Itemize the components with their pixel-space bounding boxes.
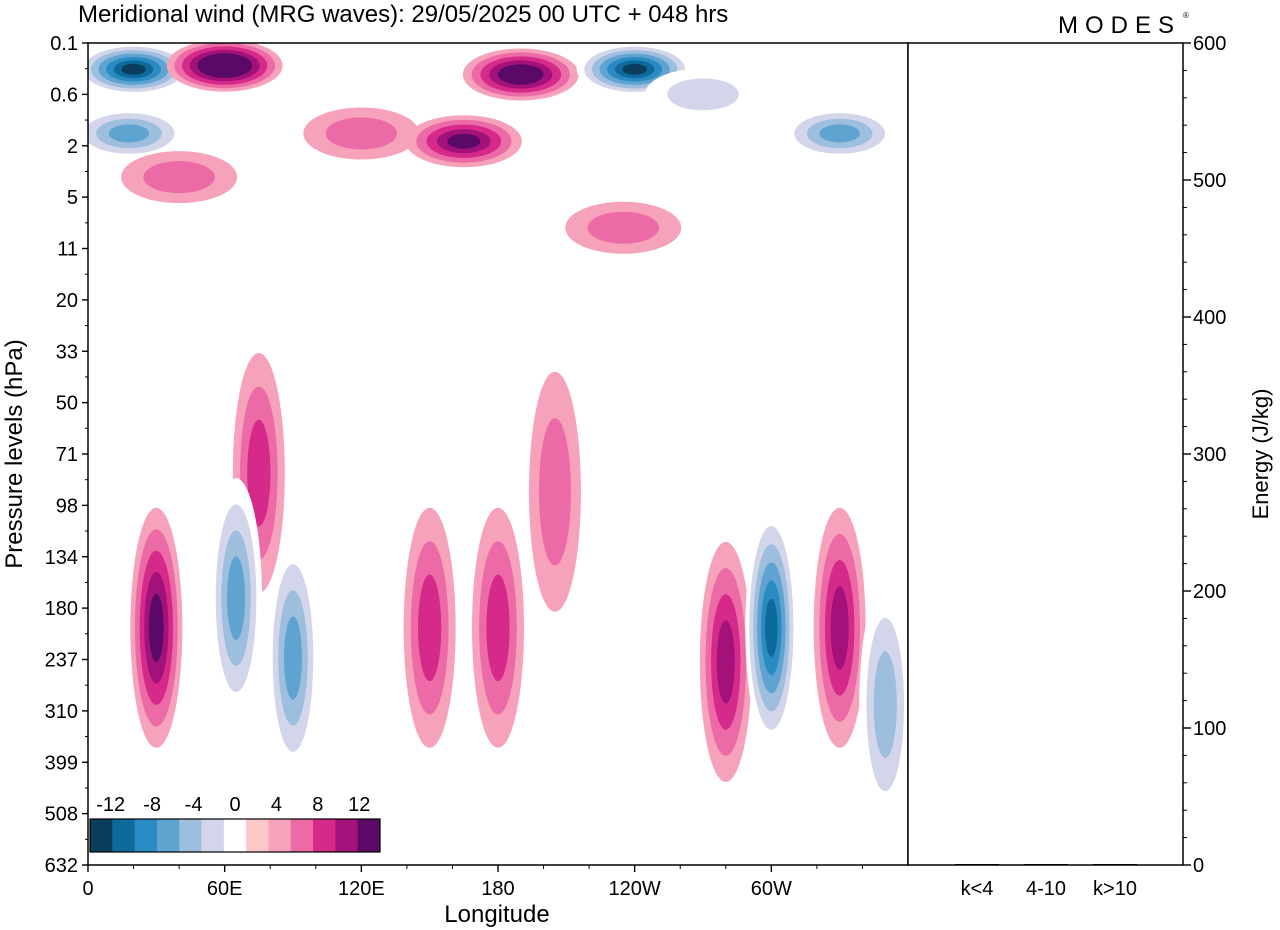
wind-anomaly-blob [121, 151, 238, 204]
y-tick-label: 180 [45, 598, 78, 620]
logo-registered-mark: ® [1183, 11, 1189, 20]
y-tick-label: 399 [45, 752, 78, 774]
modes-logo: MODES [1058, 12, 1181, 39]
wind-anomaly-blob [166, 43, 283, 92]
y-tick-label: 33 [56, 341, 78, 363]
energy-panel-frame [907, 42, 1184, 866]
energy-tick-label: 500 [1193, 170, 1226, 192]
x-tick-label: 120E [338, 878, 385, 900]
wavenumber-axis: k<4 4-10 k>10 [961, 878, 1137, 900]
pressure-axis: 0.1 0.6 2 5 11 20 33 50 71 98 134 180 237 310 399 508 63… [45, 33, 88, 877]
energy-bar [1024, 864, 1068, 865]
energy-tick-label: 400 [1193, 307, 1226, 329]
colorbar-tick-label: -8 [143, 794, 161, 816]
colorbar-swatch [246, 819, 269, 852]
wind-anomaly-blob [88, 107, 187, 160]
wind-anomaly-blob [859, 584, 908, 825]
y-tick-label: 632 [45, 855, 78, 877]
colorbar-swatch [90, 819, 113, 852]
x-tick-label: 120W [609, 878, 661, 900]
wavenumber-label: k>10 [1093, 878, 1137, 900]
colorbar-swatch [290, 819, 314, 852]
energy-axis: 0 100 200 300 400 500 600 [1183, 33, 1226, 877]
y-tick-label: 134 [45, 547, 78, 569]
wind-anomaly-blob [565, 201, 682, 254]
colorbar-swatch [357, 819, 381, 852]
colorbar-swatch [112, 819, 136, 852]
colorbar: -12 -8 -4 0 4 8 12 [89, 794, 381, 853]
y-tick-label: 237 [45, 650, 78, 672]
colorbar-tick-label: 12 [348, 794, 370, 816]
colorbar-swatch [201, 819, 225, 852]
wind-anomaly-blob [130, 507, 183, 748]
wind-anomaly-blob [462, 48, 579, 101]
y-tick-label: 2 [67, 136, 78, 158]
colorbar-swatch [134, 819, 158, 852]
x-tick-label: 0 [82, 878, 93, 900]
energy-bars [955, 864, 1137, 865]
wind-anomaly-blob [403, 507, 456, 748]
y-tick-label: 0.6 [50, 84, 78, 106]
energy-bar [1093, 864, 1137, 865]
wind-anomaly-blob [303, 107, 420, 160]
x-tick-label: 60E [207, 878, 243, 900]
x-tick-label: 60W [751, 878, 792, 900]
x-tick-label: 180 [481, 878, 514, 900]
y-tick-label: 50 [56, 393, 78, 415]
colorbar-swatch [156, 819, 180, 852]
wind-anomaly-blob [528, 371, 581, 612]
wind-anomaly-blob [699, 541, 752, 782]
y-tick-label: 5 [67, 187, 78, 209]
energy-tick-label: 100 [1193, 718, 1226, 740]
colorbar-tick-label: -4 [185, 794, 203, 816]
y-tick-label: 310 [45, 701, 78, 723]
colorbar-tick-label: -12 [96, 794, 125, 816]
wind-anomaly-blob [813, 507, 866, 748]
wind-anomaly-blob [781, 107, 898, 160]
colorbar-swatch [335, 819, 359, 852]
y-tick-label: 11 [57, 239, 78, 261]
wind-anomaly-blob [267, 537, 319, 778]
colorbar-tick-label: 0 [229, 794, 240, 816]
y-axis-label: Pressure levels (hPa) [1, 339, 28, 568]
energy-tick-label: 600 [1193, 33, 1226, 55]
heatmap-area [88, 43, 908, 865]
wind-anomaly-blob [88, 43, 192, 96]
colorbar-swatch [313, 819, 336, 852]
y-tick-label: 508 [45, 804, 78, 826]
energy-tick-label: 0 [1193, 855, 1204, 877]
wind-anomaly-blob [472, 507, 524, 748]
chart-title: Meridional wind (MRG waves): 29/05/2025 … [78, 1, 728, 28]
longitude-axis: 0 60E 120E 180 120W 60W [82, 865, 863, 900]
x-axis-label: Longitude [444, 901, 549, 928]
energy-tick-label: 200 [1193, 581, 1226, 603]
energy-bar [955, 864, 999, 865]
colorbar-swatch [179, 819, 203, 852]
colorbar-swatch [268, 819, 292, 852]
y-tick-label: 71 [56, 444, 78, 466]
colorbar-tick-label: 8 [312, 794, 323, 816]
colorbar-tick-label: 4 [271, 794, 282, 816]
y-tick-label: 20 [56, 290, 78, 312]
energy-axis-label: Energy (J/kg) [1248, 389, 1273, 520]
wavenumber-label: k<4 [961, 878, 994, 900]
colorbar-swatch [223, 819, 247, 852]
y-tick-label: 98 [56, 495, 78, 517]
wind-anomaly-blob [210, 478, 263, 719]
energy-tick-label: 300 [1193, 444, 1226, 466]
wind-anomaly-blob [405, 115, 522, 168]
wind-anomaly-blob [745, 507, 798, 748]
wavenumber-label: 4-10 [1026, 878, 1066, 900]
wind-anomaly-blob [645, 68, 761, 121]
y-tick-label: 0.1 [50, 33, 78, 55]
